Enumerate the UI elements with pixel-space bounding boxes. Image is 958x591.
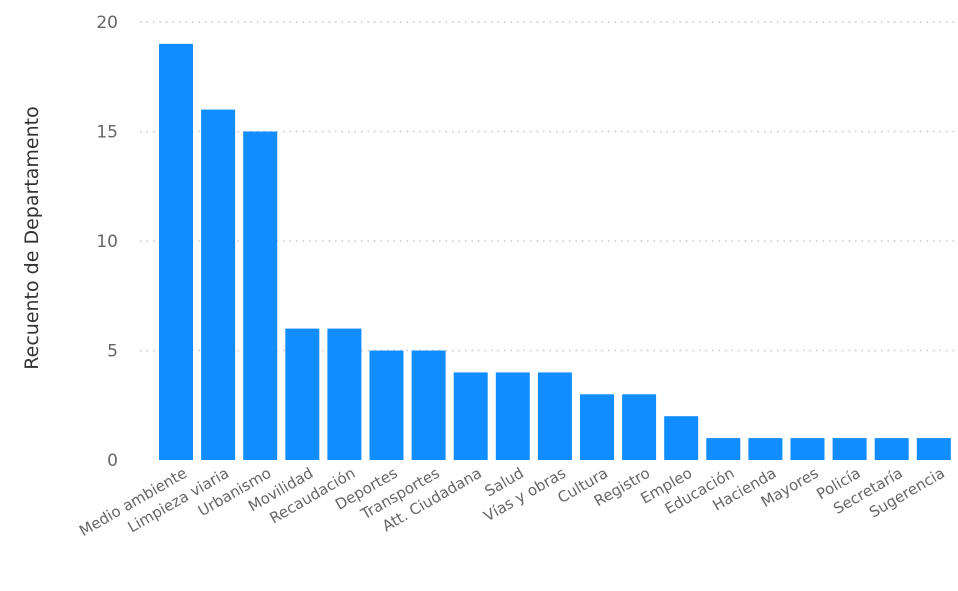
bar-1[interactable] bbox=[159, 43, 193, 461]
bar-11[interactable] bbox=[580, 394, 614, 460]
y-tick-label: 15 bbox=[96, 123, 118, 143]
bar-7[interactable] bbox=[411, 350, 446, 461]
bar-8[interactable] bbox=[453, 372, 488, 460]
bars bbox=[159, 43, 951, 461]
bar-15[interactable] bbox=[748, 438, 783, 460]
bar-2[interactable] bbox=[201, 109, 236, 460]
bar-10[interactable] bbox=[537, 372, 572, 460]
y-axis-label: Recuento de Departamento bbox=[21, 106, 43, 369]
bar-9[interactable] bbox=[495, 372, 530, 460]
y-tick-label: 10 bbox=[96, 232, 118, 252]
y-axis-ticks: 0 5 10 15 20 bbox=[96, 13, 118, 471]
bar-5[interactable] bbox=[327, 328, 362, 460]
bar-4[interactable] bbox=[285, 328, 320, 460]
bar-6[interactable] bbox=[369, 350, 404, 461]
bar-14[interactable] bbox=[706, 438, 741, 460]
bar-19[interactable] bbox=[916, 438, 951, 460]
y-tick-label: 5 bbox=[107, 342, 118, 362]
y-tick-label: 20 bbox=[96, 13, 118, 33]
bar-12[interactable] bbox=[622, 394, 657, 460]
bar-13[interactable] bbox=[664, 416, 699, 460]
y-tick-label: 0 bbox=[107, 451, 118, 471]
bar-16[interactable] bbox=[790, 438, 825, 460]
bar-18[interactable] bbox=[874, 438, 909, 460]
bar-3[interactable] bbox=[243, 131, 278, 461]
bar-17[interactable] bbox=[832, 438, 867, 460]
